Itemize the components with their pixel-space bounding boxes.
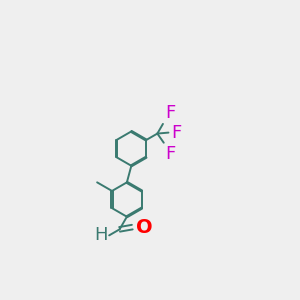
Text: O: O — [136, 218, 153, 237]
Text: F: F — [165, 146, 176, 164]
Text: F: F — [171, 124, 181, 142]
Text: H: H — [94, 226, 107, 244]
Text: F: F — [166, 104, 176, 122]
